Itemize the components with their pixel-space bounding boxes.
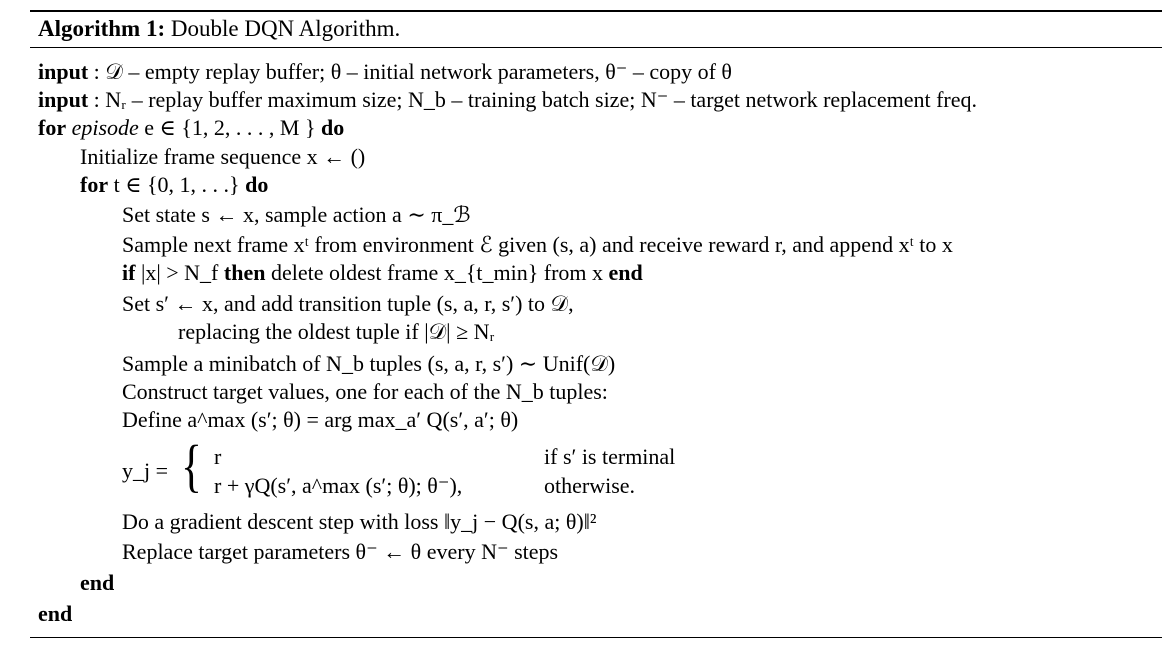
input-1-text: : 𝒟 – empty replay buffer; θ – initial n… [93,59,732,84]
t-condition: t ∈ {0, 1, . . .} [113,172,240,197]
algorithm-caption: Algorithm 1: Double DQN Algorithm. [38,14,400,44]
for-t-line: for t ∈ {0, 1, . . .} do [80,171,268,199]
for-episode-line: for episode e ∈ {1, 2, . . . , M } do [38,114,344,142]
episode-keyword: episode [71,115,139,140]
end-for-episode: end [38,601,73,626]
top-rule [30,10,1162,12]
do-keyword: do [245,172,269,197]
input-keyword: input [38,87,89,112]
end-keyword: end [608,260,643,285]
gradient-step-line: Do a gradient descent step with loss ‖y_… [122,509,597,534]
algorithm-label: Algorithm 1: [38,16,166,41]
init-frame-line: Initialize frame sequence x ← () [80,144,366,169]
case-1-expr: r [214,444,222,469]
for-keyword: for [38,115,67,140]
input-keyword: input [38,59,89,84]
sample-frame-line: Sample next frame xᵗ from environment ℰ … [122,232,953,257]
if-condition: |x| > N_f [140,260,219,285]
input-line-2: input : Nᵣ – replay buffer maximum size;… [38,86,977,114]
input-line-1: input : 𝒟 – empty replay buffer; θ – ini… [38,58,732,86]
caption-rule [30,47,1162,48]
for-keyword: for [80,172,109,197]
set-transition-line: Set s′ ← x, and add transition tuple (s,… [122,291,574,316]
replace-oldest-line: replacing the oldest tuple if |𝒟| ≥ Nᵣ [178,319,495,344]
case-2-cond: otherwise. [544,473,636,498]
case-1-cond: if s′ is terminal [544,444,676,469]
replace-params-line: Replace target parameters θ⁻ ← θ every N… [122,539,559,564]
sample-minibatch-line: Sample a minibatch of N_b tuples (s, a, … [122,351,616,376]
case-2-expr: r + γQ(s′, a^max (s′; θ); θ⁻), [214,473,463,498]
if-keyword: if [122,260,136,285]
if-line: if |x| > N_f then delete oldest frame x_… [122,259,643,287]
y-lhs: y_j = [122,458,169,483]
do-keyword: do [321,115,345,140]
bottom-rule [30,637,1162,638]
then-keyword: then [223,260,266,285]
if-body: delete oldest frame x_{t_min} from x [270,260,604,285]
input-2-text: : Nᵣ – replay buffer maximum size; N_b –… [93,87,977,112]
set-state-line: Set state s ← x, sample action a ∼ π_ℬ [122,202,471,227]
construct-targets-line: Construct target values, one for each of… [122,379,608,404]
end-for-t: end [80,570,115,595]
left-brace-icon: { [181,433,202,498]
episode-condition: e ∈ {1, 2, . . . , M } [144,115,316,140]
define-amax-line: Define a^max (s′; θ) = arg max_a′ Q(s′, … [122,407,519,432]
algorithm-title: Double DQN Algorithm. [170,16,401,41]
